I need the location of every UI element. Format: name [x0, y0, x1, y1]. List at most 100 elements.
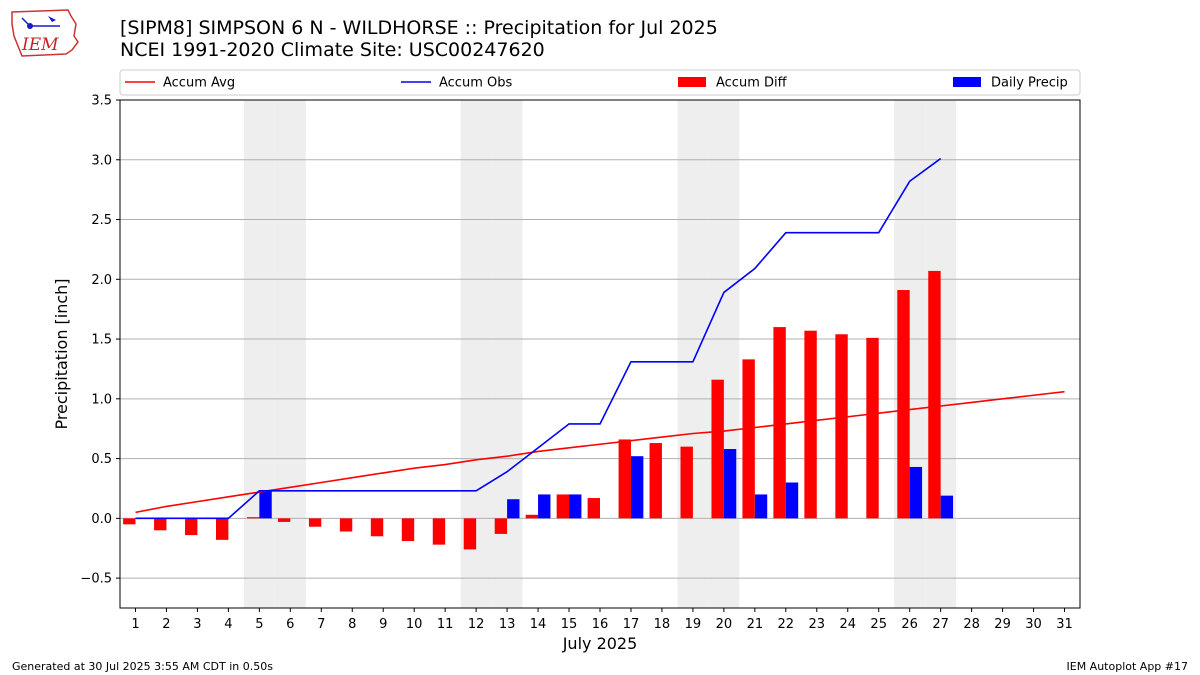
x-tick-label: 17	[623, 617, 640, 632]
x-tick-label: 10	[406, 617, 423, 632]
x-tick-label: 29	[994, 617, 1011, 632]
accum-diff-bar	[649, 443, 662, 519]
y-axis-label: Precipitation [inch]	[52, 278, 71, 429]
title-line-1: [SIPM8] SIMPSON 6 N - WILDHORSE :: Preci…	[120, 17, 718, 39]
x-axis-label: July 2025	[562, 634, 638, 653]
app-attribution: IEM Autoplot App #17	[1066, 660, 1189, 673]
x-tick-label: 22	[778, 617, 795, 632]
daily-precip-bar	[507, 499, 520, 519]
daily-precip-bar	[259, 490, 272, 519]
x-tick-label: 31	[1056, 617, 1073, 632]
accum-diff-bar	[370, 518, 384, 537]
logo-text: IEM	[21, 35, 59, 55]
x-tick-label: 25	[870, 617, 887, 632]
legend-swatch-accum-diff	[678, 77, 706, 87]
weekend-shade	[243, 100, 275, 608]
accum-diff-bar	[154, 518, 167, 531]
x-tick-label: 15	[561, 617, 578, 632]
daily-precip-bar	[569, 494, 582, 519]
x-tick-label: 26	[901, 617, 918, 632]
legend-swatch-daily-precip	[953, 77, 981, 87]
accum-diff-bar	[897, 290, 910, 519]
daily-precip-bar	[630, 456, 644, 519]
accum-diff-bar	[463, 518, 477, 550]
y-tick-label: 3.0	[91, 153, 112, 168]
x-tick-label: 24	[839, 617, 856, 632]
accum-diff-bar	[618, 439, 631, 519]
x-tick-label: 27	[932, 617, 949, 632]
x-tick-label: 23	[809, 617, 826, 632]
x-tick-label: 21	[747, 617, 764, 632]
y-tick-label: 0.0	[91, 512, 112, 527]
legend-label-daily-precip: Daily Precip	[991, 76, 1068, 91]
accum-diff-bar	[835, 334, 848, 519]
weekend-shade	[708, 100, 740, 608]
x-tick-label: 3	[193, 617, 201, 632]
y-tick-label: 3.5	[91, 94, 112, 109]
daily-precip-bar	[754, 494, 768, 519]
x-tick-label: 16	[592, 617, 609, 632]
accum-diff-bar	[432, 518, 446, 545]
accum-diff-bar	[804, 330, 817, 519]
accum-diff-bar	[339, 518, 353, 532]
x-tick-label: 14	[530, 617, 547, 632]
daily-precip-bar	[723, 449, 737, 519]
x-tick-label: 4	[224, 617, 232, 632]
daily-precip-bar	[909, 466, 923, 519]
y-tick-label: 1.0	[91, 392, 112, 407]
x-tick-label: 19	[685, 617, 702, 632]
y-tick-label: 0.5	[91, 452, 112, 467]
x-tick-label: 5	[255, 617, 263, 632]
x-tick-label: 7	[317, 617, 325, 632]
accum-diff-bar	[123, 518, 136, 525]
x-tick-label: 9	[379, 617, 387, 632]
accum-diff-bar	[928, 270, 941, 519]
iowa-state-outline-icon: IEM	[11, 9, 79, 57]
accum-diff-bar	[401, 518, 415, 542]
x-tick-label: 11	[437, 617, 454, 632]
accum-diff-bar	[216, 518, 229, 540]
iem-logo: IEM	[8, 6, 80, 60]
x-tick-label: 8	[348, 617, 356, 632]
x-tick-label: 28	[963, 617, 980, 632]
y-tick-label: 2.0	[91, 273, 112, 288]
y-tick-label: 1.5	[91, 333, 112, 348]
x-tick-label: 2	[162, 617, 170, 632]
generated-timestamp: Generated at 30 Jul 2025 3:55 AM CDT in …	[12, 660, 273, 673]
x-tick-label: 6	[286, 617, 294, 632]
accum-diff-bar	[773, 327, 786, 519]
x-tick-label: 12	[468, 617, 485, 632]
chart-title: [SIPM8] SIMPSON 6 N - WILDHORSE :: Preci…	[120, 17, 718, 61]
y-tick-label: −0.5	[80, 572, 112, 587]
legend-label-accum-avg: Accum Avg	[163, 76, 235, 91]
daily-precip-bar	[538, 494, 551, 519]
accum-diff-bar	[277, 518, 291, 522]
accum-diff-bar	[587, 498, 600, 519]
x-tick-label: 13	[499, 617, 516, 632]
accum-avg-line	[135, 390, 1065, 514]
legend-label-accum-diff: Accum Diff	[716, 76, 788, 91]
accum-diff-bar	[185, 518, 198, 536]
accum-diff-bar	[680, 446, 693, 519]
legend-box	[119, 69, 1081, 96]
accum-diff-bar	[866, 337, 879, 519]
x-tick-label: 30	[1025, 617, 1042, 632]
legend-label-accum-obs: Accum Obs	[439, 76, 512, 91]
accum-diff-bar	[742, 359, 755, 519]
x-tick-label: 18	[654, 617, 671, 632]
accum-obs-line	[135, 157, 942, 520]
daily-precip-bar	[785, 482, 799, 519]
x-tick-label: 1	[131, 617, 139, 632]
y-tick-label: 2.5	[91, 213, 112, 228]
weekend-shade	[274, 100, 306, 608]
accum-diff-bar	[246, 517, 260, 519]
weekend-shade	[677, 100, 709, 608]
title-line-2: NCEI 1991-2020 Climate Site: USC00247620	[120, 39, 545, 61]
accum-diff-bar	[556, 494, 570, 519]
accum-diff-bar	[711, 379, 724, 519]
daily-precip-bar	[940, 495, 954, 519]
accum-diff-bar	[308, 518, 322, 527]
accum-diff-bar	[525, 514, 539, 519]
accum-diff-bar	[494, 518, 508, 534]
